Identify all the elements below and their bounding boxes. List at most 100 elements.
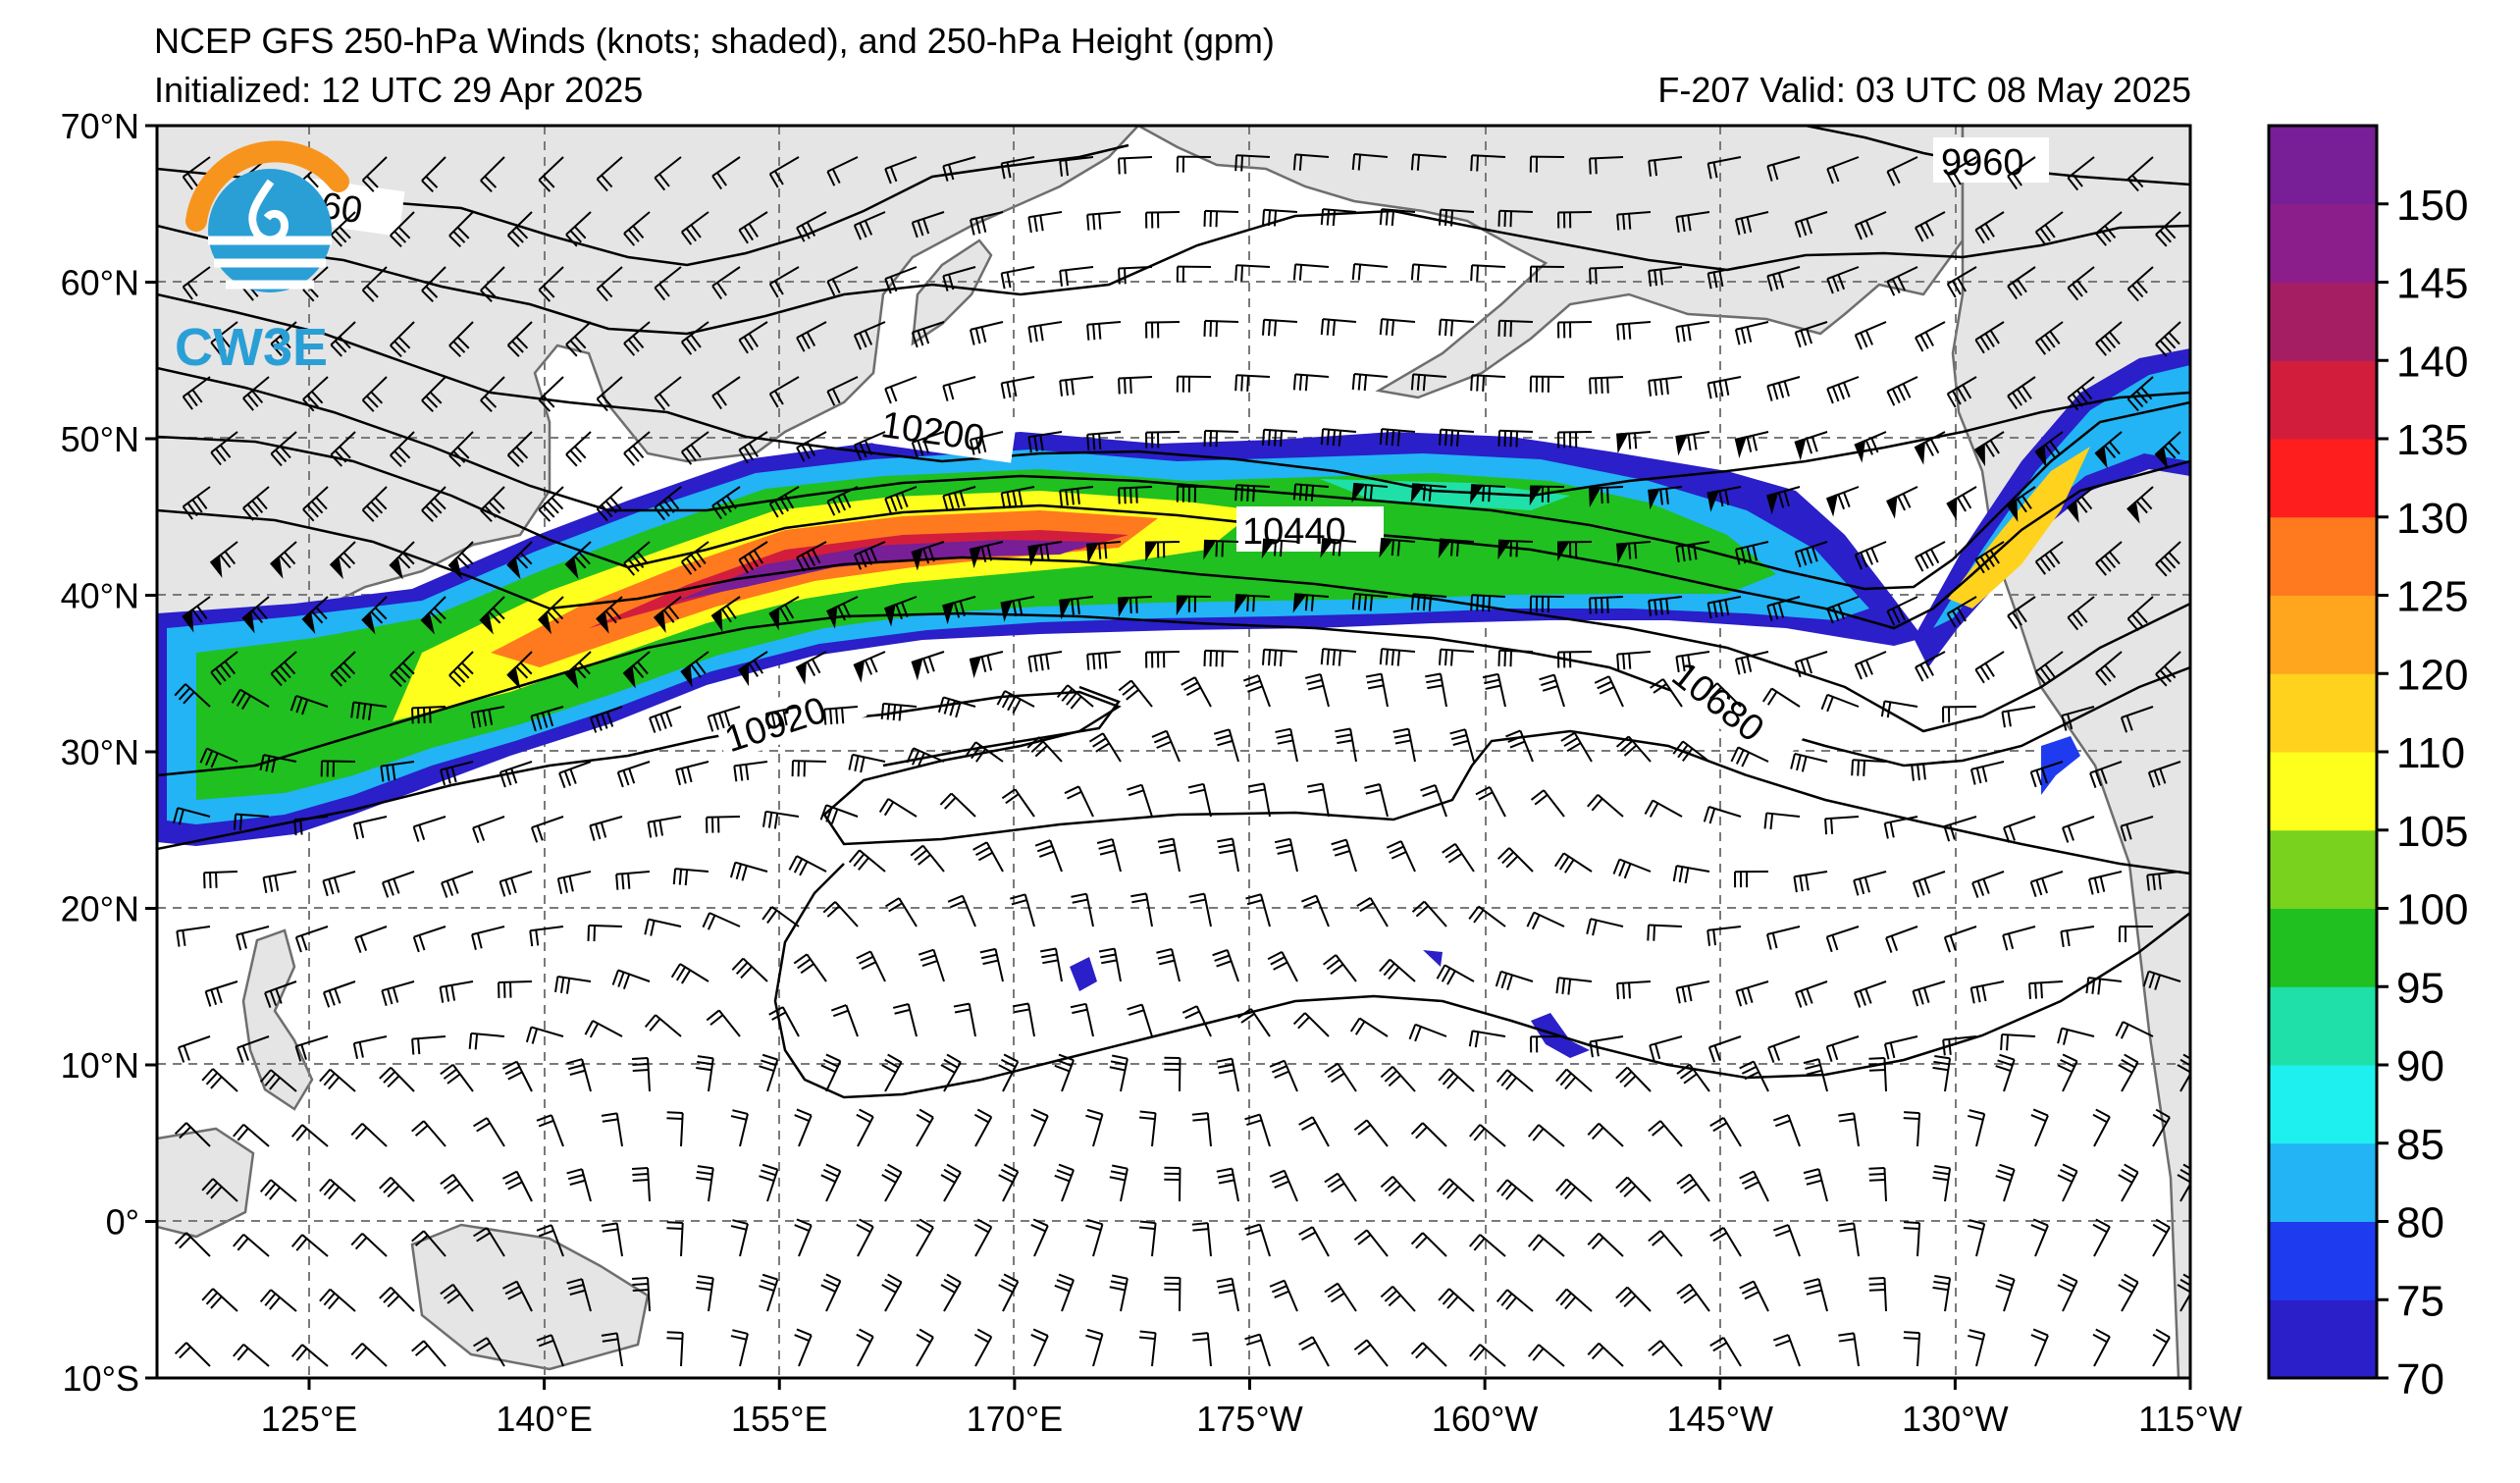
wind-barb	[1529, 485, 1565, 506]
cw3e-logo-text: CW3E	[175, 318, 328, 377]
colorbar-label: 145	[2396, 260, 2468, 308]
wind-barb	[1438, 538, 1475, 559]
wind-barb	[1410, 373, 1447, 392]
wind-barb	[1530, 789, 1565, 818]
wind-barb	[2092, 1108, 2111, 1147]
initialized-time: Initialized: 12 UTC 29 Apr 2025	[154, 70, 644, 110]
wind-barb	[530, 706, 564, 732]
wind-barb	[1056, 684, 1094, 710]
wind-barb	[1188, 892, 1212, 927]
wind-barb	[1675, 651, 1710, 673]
wind-barb	[795, 651, 827, 685]
wind-barb	[1109, 1054, 1129, 1092]
wind-barb	[538, 486, 564, 522]
wind-barb	[1676, 1283, 1710, 1312]
wind-barb	[354, 926, 388, 954]
wind-barb	[319, 1178, 356, 1202]
wind-barb	[1070, 1002, 1094, 1037]
wind-barb	[1529, 265, 1565, 283]
wind-barb	[440, 761, 474, 786]
wind-barb	[1127, 783, 1153, 818]
wind-barb	[1365, 672, 1389, 708]
wind-barb	[1903, 1331, 1921, 1367]
wind-barb	[1242, 674, 1271, 708]
wind-barb	[1886, 596, 1918, 626]
wind-barb	[2118, 925, 2154, 942]
wind-barb	[529, 926, 564, 947]
wind-barb	[1262, 428, 1298, 447]
wind-barb	[506, 431, 533, 467]
wind-barb	[1059, 266, 1094, 287]
wind-barb	[242, 486, 270, 521]
wind-barb	[421, 266, 446, 303]
colorbar-label: 150	[2396, 182, 2468, 230]
wind-barb	[1248, 782, 1271, 818]
wind-barb	[947, 894, 976, 927]
wind-barb	[1027, 651, 1063, 673]
wind-barb	[2085, 977, 2123, 995]
wind-barb	[1911, 761, 1946, 781]
wind-barb	[1497, 209, 1534, 228]
wind-barb	[1292, 593, 1330, 613]
wind-barb	[1854, 541, 1887, 570]
wind-barb	[1410, 1342, 1447, 1367]
wind-barb	[853, 431, 886, 460]
wind-barb	[1438, 318, 1475, 337]
wind-barb	[733, 761, 768, 782]
wind-barb	[1085, 1328, 1104, 1367]
wind-barb	[1203, 429, 1239, 448]
wind-barb	[761, 810, 800, 829]
wind-barb	[820, 1053, 842, 1092]
wind-barb	[1127, 1003, 1153, 1037]
wind-barb	[1825, 1035, 1860, 1062]
wind-barb	[623, 541, 651, 576]
wind-barb	[1880, 700, 1918, 718]
wind-barb	[1974, 211, 2005, 244]
wind-barb	[998, 1053, 1020, 1092]
wind-barb	[2057, 1027, 2095, 1045]
wind-barb	[1915, 651, 1946, 682]
wind-barb	[2066, 486, 2095, 524]
contour-label-9960-east: 9960	[1941, 142, 2024, 184]
wind-barb	[1734, 541, 1769, 565]
wind-barb	[702, 912, 741, 930]
wind-barb	[906, 747, 945, 768]
wind-barb	[1912, 871, 1946, 898]
wind-barb	[1410, 593, 1447, 611]
wind-barb	[1216, 1277, 1239, 1312]
wind-barb	[632, 1167, 651, 1202]
wind-barb	[1304, 673, 1330, 708]
wind-barb	[1275, 727, 1298, 763]
wind-barb	[1820, 693, 1860, 713]
wind-barb	[1379, 958, 1416, 982]
wind-barb	[1587, 1232, 1624, 1257]
wind-barb	[1675, 211, 1710, 234]
wind-barb	[596, 596, 623, 634]
wind-barb	[473, 1117, 505, 1147]
wind-barb	[1351, 373, 1389, 392]
wind-barb	[587, 924, 623, 942]
wind-barb	[2118, 1053, 2139, 1092]
wind-barb	[1616, 541, 1652, 564]
kamchatka-land	[911, 238, 993, 346]
wind-barb	[623, 431, 651, 466]
wind-barb	[1380, 1175, 1416, 1202]
wind-barb	[2007, 156, 2036, 190]
wind-barb	[182, 376, 211, 410]
wind-barb	[233, 813, 270, 831]
wind-barb	[1269, 1169, 1298, 1202]
wind-barb	[2095, 321, 2123, 356]
wind-barb	[911, 541, 945, 571]
wind-barb	[1588, 486, 1624, 508]
colorbar-label: 95	[2396, 964, 2444, 1012]
wind-barb	[2152, 1328, 2171, 1367]
wind-speed-colorbar: 70 75 80 85 90 95 100 105 110 120 125 130 135 140 145 1…	[2267, 124, 2468, 1404]
wind-barb	[390, 211, 415, 247]
colorbar-swatch	[2269, 282, 2377, 361]
wind-barb	[2118, 1273, 2139, 1312]
wind-barb	[506, 211, 533, 247]
wind-barb	[1349, 1017, 1389, 1037]
wind-barb	[498, 980, 533, 999]
wind-barb	[1914, 431, 1946, 465]
wind-barb	[1594, 675, 1624, 708]
